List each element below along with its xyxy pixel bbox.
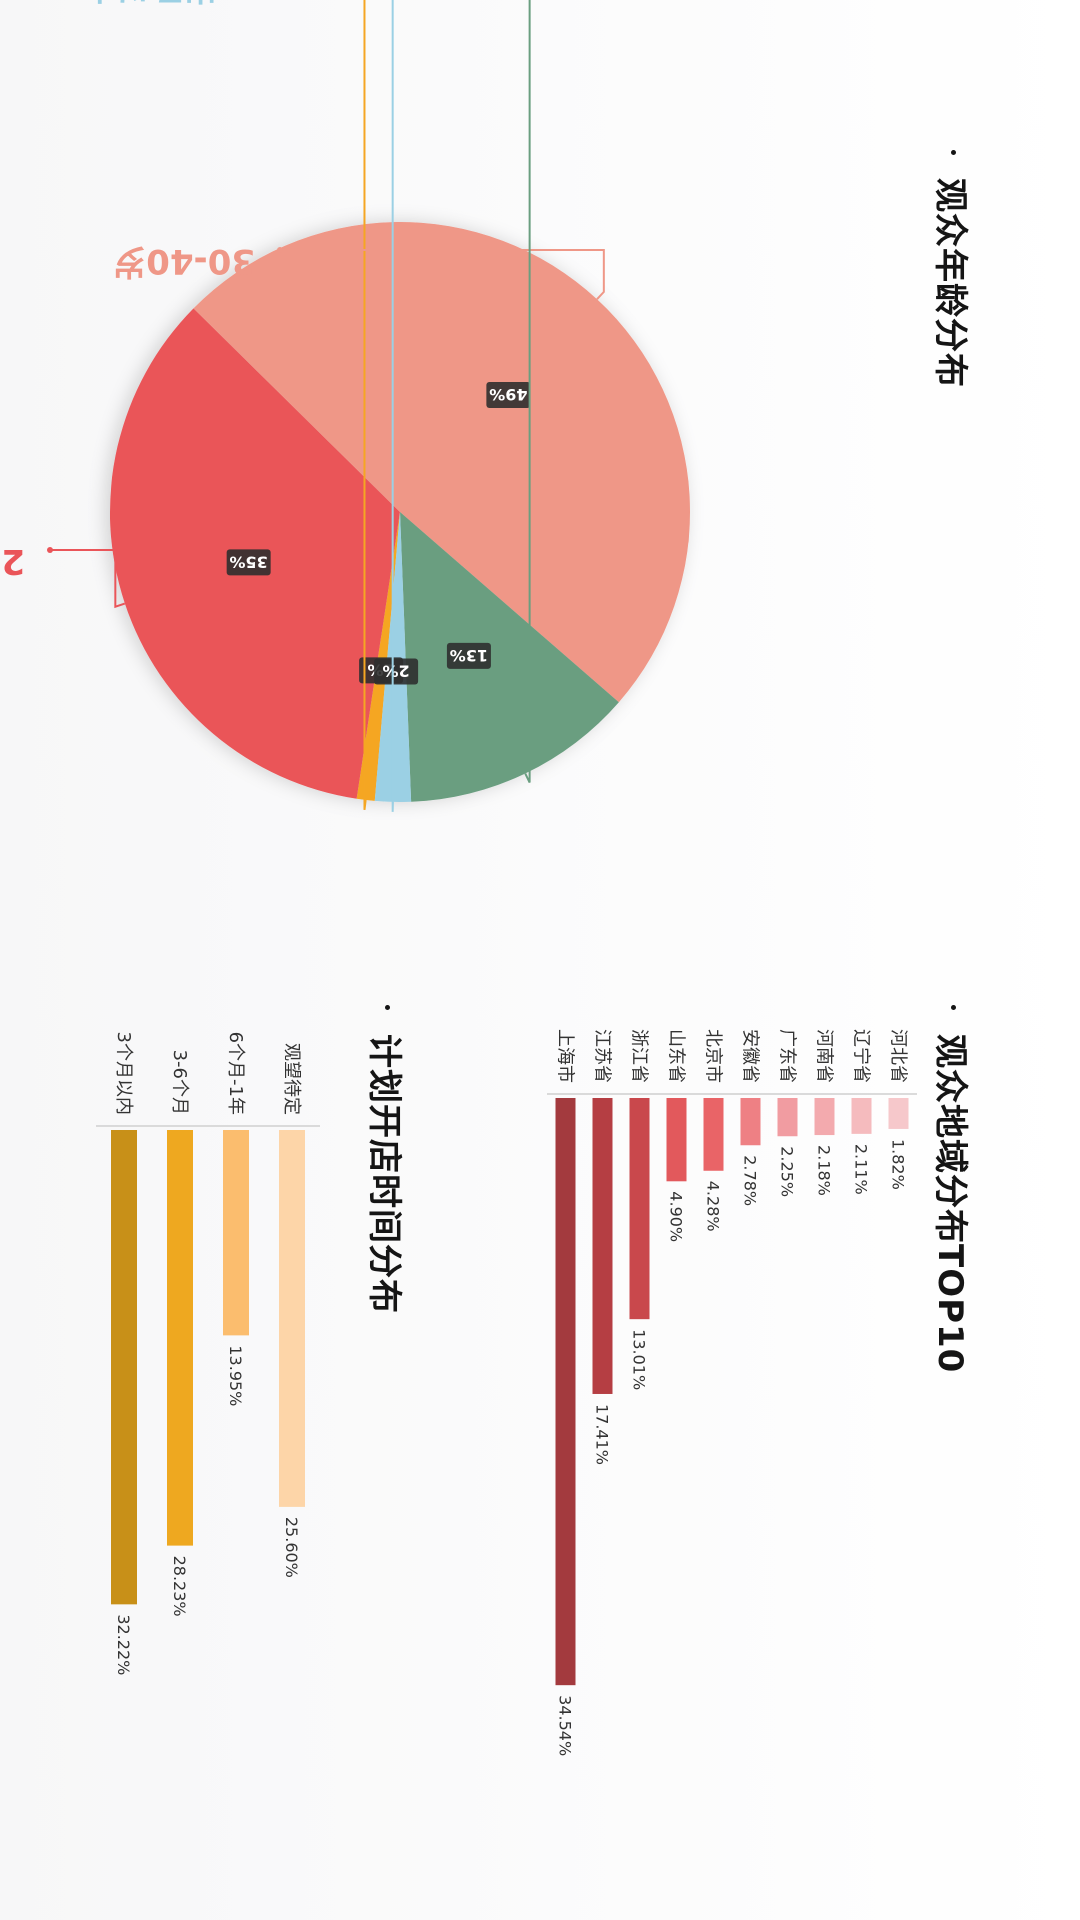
bar-value-label: 4.90%: [667, 1191, 686, 1242]
bar-value-label: 13.95%: [226, 1345, 245, 1406]
pie-category-label: 20-30岁: [0, 541, 25, 581]
bar-辽宁省: [851, 1098, 872, 1134]
pie-category-label: 30-40岁: [112, 241, 255, 281]
bar-6个月-1年: [223, 1130, 249, 1336]
bar-河北省: [888, 1098, 909, 1129]
bar-value-label: 2.11%: [852, 1144, 871, 1195]
bar-category-label: 江苏省: [592, 1029, 613, 1083]
pie-percent-badge: 35%: [226, 549, 271, 576]
bar-category-label: 辽宁省: [851, 1029, 872, 1083]
bar-category-label: 安徽省: [740, 1029, 761, 1083]
pie-slice-20岁及以下: [356, 512, 400, 801]
bar-安徽省: [740, 1098, 761, 1146]
bar-河南省: [814, 1098, 835, 1136]
pie-percent-label: 2%: [383, 661, 410, 680]
bar-value-label: 28.23%: [170, 1556, 189, 1617]
bar-3个月以内: [111, 1130, 137, 1605]
bar-value-label: 2.25%: [778, 1146, 797, 1197]
bar-category-label: 观望待定: [281, 1043, 302, 1115]
bar-广东省: [777, 1098, 798, 1137]
bar-category-label: 广东省: [777, 1029, 798, 1083]
bar-category-label: 北京市: [703, 1029, 724, 1083]
bar-category-label: 河北省: [888, 1029, 909, 1083]
pie-slice-40-50岁: [400, 512, 619, 802]
bar-value-label: 4.28%: [704, 1181, 723, 1232]
bar-category-label: 浙江省: [629, 1029, 650, 1083]
bar-category-label: 3-6个月: [169, 1050, 190, 1115]
bar-category-label: 上海市: [555, 1029, 576, 1083]
bar-观望待定: [279, 1130, 305, 1507]
bar-category-label: 3个月以内: [113, 1032, 134, 1115]
bar-category-label: 山东省: [666, 1029, 687, 1083]
pie-percent-badge: 49%: [486, 381, 531, 408]
pie-percent-label: 49%: [489, 385, 527, 404]
pie-category-label: 50岁及以上: [82, 0, 265, 6]
bar-北京市: [703, 1098, 724, 1171]
bar-value-label: 32.22%: [114, 1614, 133, 1675]
pie-callout-line: [280, 249, 605, 300]
bar-category-label: 河南省: [814, 1029, 835, 1083]
bar-value-label: 17.41%: [593, 1404, 612, 1465]
bar-3-6个月: [167, 1130, 193, 1546]
pie-callout-dot: [277, 247, 283, 253]
pie-callout-line: [290, 0, 394, 812]
pie-callout-line: [330, 0, 531, 783]
pie-callout-dot: [47, 547, 53, 553]
pie-category-label: 20岁及以下: [62, 0, 245, 1]
bar-value-label: 2.18%: [815, 1145, 834, 1196]
bar-value-label: 25.60%: [282, 1517, 301, 1578]
bar-value-label: 34.54%: [556, 1695, 575, 1756]
bar-value-label: 2.78%: [741, 1155, 760, 1206]
pie-percent-badge: 2%: [374, 658, 419, 685]
pie-callout-line: [270, 0, 367, 811]
pie-percent-badge: 13%: [446, 642, 491, 669]
pie-callout-line: [50, 549, 126, 609]
bar-上海市: [555, 1098, 576, 1686]
bar-category-label: 6个月-1年: [225, 1032, 246, 1115]
bar-浙江省: [629, 1098, 650, 1320]
bar-value-label: 13.01%: [630, 1329, 649, 1390]
bar-山东省: [666, 1098, 687, 1182]
pie-percent-label: 35%: [230, 552, 268, 571]
pie-slice-30-40岁: [193, 222, 690, 703]
bar-value-label: 1.82%: [889, 1139, 908, 1190]
pie-percent-label: 13%: [450, 646, 488, 665]
bar-江苏省: [592, 1098, 613, 1394]
